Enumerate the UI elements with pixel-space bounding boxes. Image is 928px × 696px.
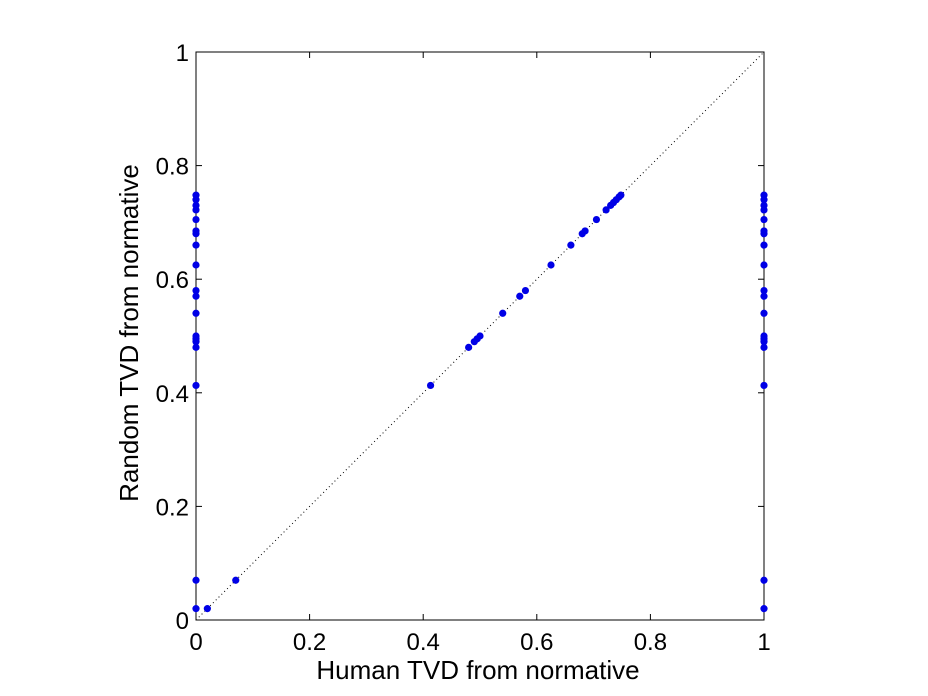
data-point (760, 343, 768, 351)
data-point (192, 292, 200, 300)
data-points (192, 191, 768, 613)
data-point (192, 576, 200, 584)
data-point (760, 286, 768, 295)
data-point (192, 605, 200, 613)
data-point (232, 576, 240, 584)
data-point (465, 343, 473, 351)
data-point (516, 292, 524, 300)
data-point (547, 261, 555, 269)
y-tick-label: 0 (176, 608, 189, 635)
data-point (760, 381, 768, 390)
data-point (192, 309, 200, 317)
x-tick-label: 0.4 (407, 629, 440, 656)
data-point (760, 292, 768, 300)
data-point (192, 241, 200, 249)
x-tick-label: 0.2 (293, 629, 326, 656)
data-point (192, 343, 200, 351)
tick-labels: 0 0.2 0.4 0.6 0.8 1 0 0.2 0.4 0.6 0.8 1 (156, 40, 771, 656)
y-tick-label: 0.8 (156, 154, 189, 181)
data-point (760, 191, 768, 199)
data-point (760, 332, 768, 340)
data-point (760, 261, 768, 269)
y-tick-label: 0.4 (156, 381, 189, 408)
y-tick-label: 0.6 (156, 267, 189, 294)
data-point (760, 201, 768, 209)
x-axis-label: Human TVD from normative (316, 655, 639, 685)
data-point (760, 605, 768, 613)
y-tick-label: 1 (176, 40, 189, 67)
data-point (602, 206, 610, 214)
data-point (499, 309, 507, 317)
data-point (192, 261, 200, 269)
data-point (192, 332, 200, 340)
x-tick-label: 1 (757, 629, 770, 656)
data-point (192, 381, 200, 390)
axis-ticks (195, 51, 765, 621)
y-tick-label: 0.2 (156, 494, 189, 521)
data-point (760, 215, 768, 224)
data-point (760, 227, 768, 235)
data-point (521, 286, 530, 295)
data-point (192, 201, 200, 209)
data-point (476, 332, 484, 340)
data-point (192, 215, 200, 224)
data-point (760, 576, 768, 584)
data-point (192, 227, 200, 235)
data-point (760, 241, 768, 249)
data-point (617, 191, 625, 199)
data-point (192, 286, 200, 295)
x-tick-label: 0.6 (520, 629, 553, 656)
x-tick-label: 0 (189, 629, 202, 656)
data-point (592, 215, 601, 224)
data-point (567, 241, 575, 249)
data-point (192, 191, 200, 199)
data-point (760, 309, 768, 317)
data-point (581, 227, 589, 235)
data-point (203, 605, 211, 613)
x-tick-label: 0.8 (634, 629, 667, 656)
y-axis-label: Random TVD from normative (114, 164, 144, 502)
data-point (426, 381, 435, 390)
